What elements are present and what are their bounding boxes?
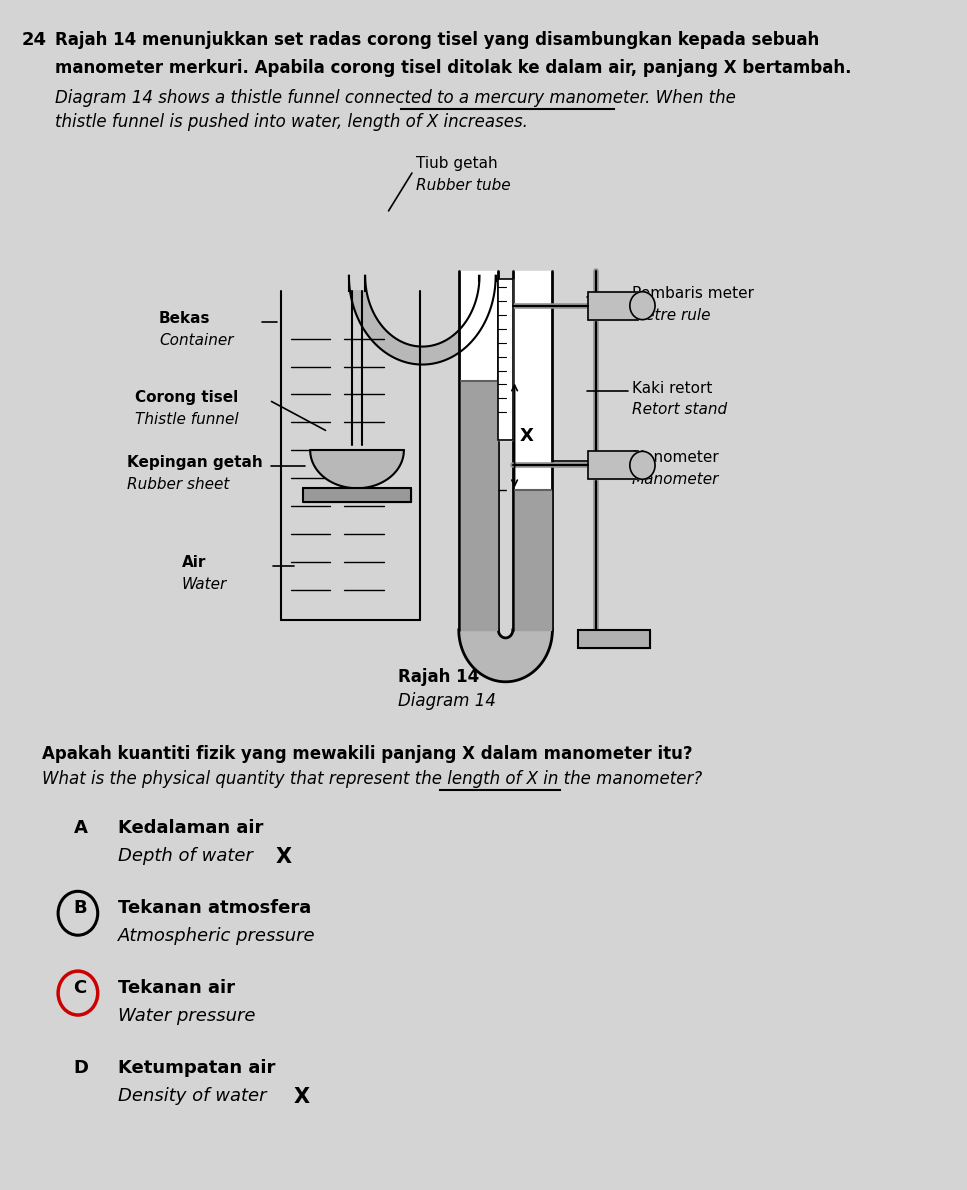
Bar <box>589 451 638 480</box>
Text: Diagram 14 shows a thistle funnel connected to a mercury manometer. When the: Diagram 14 shows a thistle funnel connec… <box>55 89 736 107</box>
Text: Kedalaman air: Kedalaman air <box>118 820 264 838</box>
Text: Depth of water: Depth of water <box>118 847 253 865</box>
Text: C: C <box>73 979 87 997</box>
Bar <box>589 451 638 480</box>
Bar <box>498 278 513 440</box>
Text: Tekanan air: Tekanan air <box>118 979 235 997</box>
Text: B: B <box>73 900 87 917</box>
Bar <box>498 278 513 440</box>
Text: D: D <box>73 1059 88 1077</box>
Text: What is the physical quantity that represent the length of X in the manometer?: What is the physical quantity that repre… <box>42 770 702 788</box>
Text: Metre rule: Metre rule <box>631 308 710 322</box>
Text: Pembaris meter: Pembaris meter <box>631 286 753 301</box>
Bar <box>577 630 650 647</box>
Text: X: X <box>520 427 534 445</box>
Polygon shape <box>310 450 404 488</box>
Text: A: A <box>73 820 87 838</box>
Text: Density of water: Density of water <box>118 1086 267 1104</box>
Text: Tiub getah: Tiub getah <box>416 156 497 171</box>
Text: Water pressure: Water pressure <box>118 1007 256 1025</box>
Text: Manometer: Manometer <box>631 450 719 465</box>
Text: Rajah 14 menunjukkan set radas corong tisel yang disambungkan kepada sebuah: Rajah 14 menunjukkan set radas corong ti… <box>55 31 820 49</box>
Text: Rajah 14: Rajah 14 <box>397 668 479 685</box>
Bar <box>577 630 650 647</box>
Bar <box>513 271 551 630</box>
Text: X: X <box>294 1086 310 1107</box>
Text: thistle funnel is pushed into water, length of X increases.: thistle funnel is pushed into water, len… <box>55 113 528 131</box>
Text: Kepingan getah: Kepingan getah <box>128 456 263 470</box>
Bar <box>460 381 497 630</box>
Circle shape <box>630 292 655 320</box>
Text: Retort stand: Retort stand <box>631 402 727 418</box>
Text: Manometer: Manometer <box>631 472 719 487</box>
Bar <box>303 488 411 502</box>
Polygon shape <box>349 276 496 364</box>
Bar <box>589 292 638 320</box>
Text: Thistle funnel: Thistle funnel <box>134 413 238 427</box>
Circle shape <box>630 451 655 480</box>
Bar <box>459 271 497 630</box>
Text: Container: Container <box>159 333 233 347</box>
Text: Apakah kuantiti fizik yang mewakili panjang X dalam manometer itu?: Apakah kuantiti fizik yang mewakili panj… <box>42 745 692 763</box>
Bar <box>589 292 638 320</box>
Text: Ketumpatan air: Ketumpatan air <box>118 1059 276 1077</box>
Text: Atmospheric pressure: Atmospheric pressure <box>118 927 316 945</box>
Text: manometer merkuri. Apabila corong tisel ditolak ke dalam air, panjang X bertamba: manometer merkuri. Apabila corong tisel … <box>55 60 852 77</box>
Text: Diagram 14: Diagram 14 <box>397 691 495 709</box>
Text: X: X <box>276 847 292 868</box>
Text: Kaki retort: Kaki retort <box>631 381 712 395</box>
Text: Air: Air <box>182 555 206 570</box>
Text: Rubber tube: Rubber tube <box>416 178 511 193</box>
Text: Water: Water <box>182 577 226 593</box>
Bar <box>514 490 550 630</box>
Text: 24: 24 <box>21 31 46 49</box>
Text: Corong tisel: Corong tisel <box>134 390 238 406</box>
Text: Rubber sheet: Rubber sheet <box>128 477 230 493</box>
Text: Tekanan atmosfera: Tekanan atmosfera <box>118 900 311 917</box>
Polygon shape <box>458 630 552 682</box>
Text: Bekas: Bekas <box>159 311 211 326</box>
